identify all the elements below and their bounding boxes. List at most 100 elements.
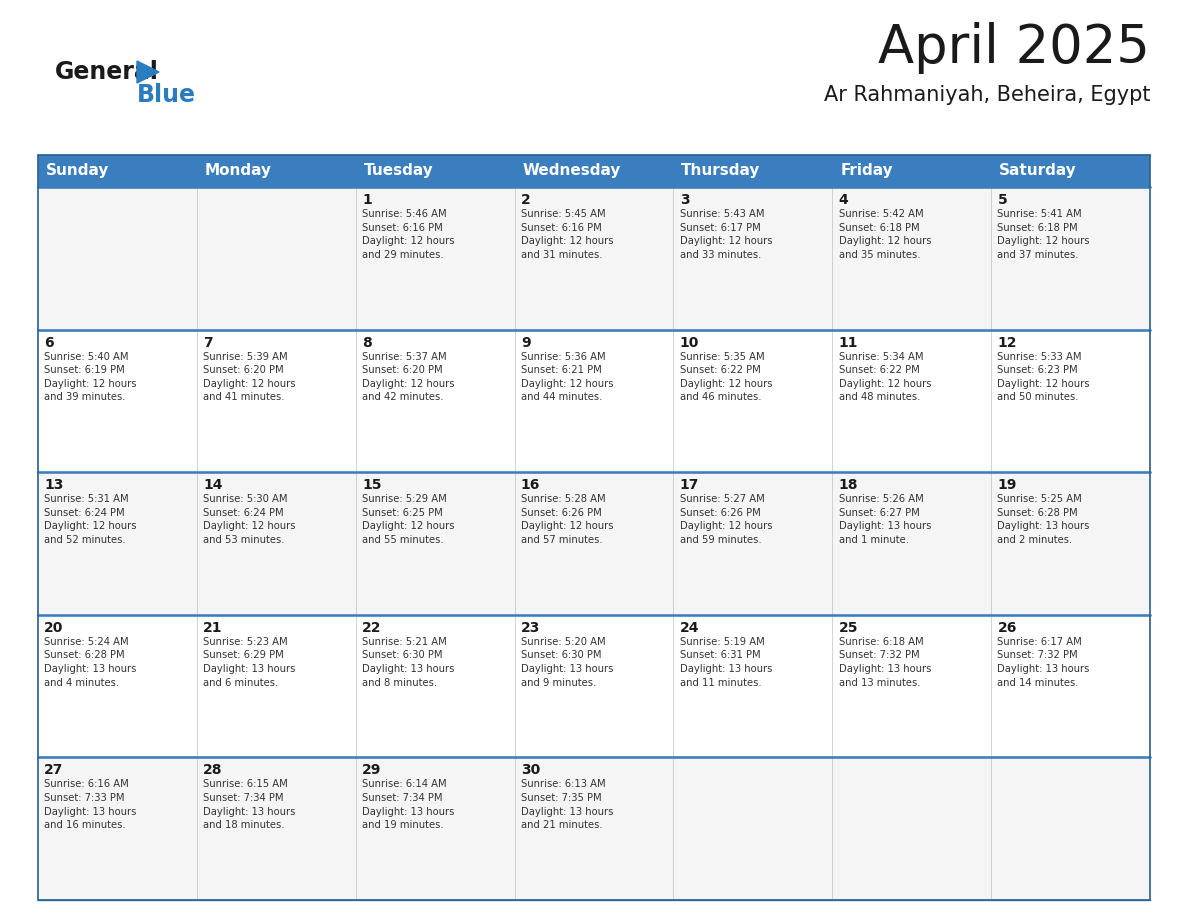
Text: 28: 28 [203,764,222,778]
Text: 8: 8 [362,336,372,350]
Text: Sunrise: 5:27 AM
Sunset: 6:26 PM
Daylight: 12 hours
and 59 minutes.: Sunrise: 5:27 AM Sunset: 6:26 PM Dayligh… [680,494,772,545]
Bar [674,330,833,472]
Text: 22: 22 [362,621,381,635]
Text: 13: 13 [44,478,64,492]
Bar [991,155,1150,187]
Text: Sunrise: 5:29 AM
Sunset: 6:25 PM
Daylight: 12 hours
and 55 minutes.: Sunrise: 5:29 AM Sunset: 6:25 PM Dayligh… [362,494,455,545]
Bar [833,757,991,900]
Text: Sunrise: 6:18 AM
Sunset: 7:32 PM
Daylight: 13 hours
and 13 minutes.: Sunrise: 6:18 AM Sunset: 7:32 PM Dayligh… [839,637,931,688]
Text: Sunrise: 5:46 AM
Sunset: 6:16 PM
Daylight: 12 hours
and 29 minutes.: Sunrise: 5:46 AM Sunset: 6:16 PM Dayligh… [362,209,455,260]
Text: Sunrise: 5:26 AM
Sunset: 6:27 PM
Daylight: 13 hours
and 1 minute.: Sunrise: 5:26 AM Sunset: 6:27 PM Dayligh… [839,494,931,545]
Text: Sunrise: 5:24 AM
Sunset: 6:28 PM
Daylight: 13 hours
and 4 minutes.: Sunrise: 5:24 AM Sunset: 6:28 PM Dayligh… [44,637,137,688]
Text: Sunrise: 5:30 AM
Sunset: 6:24 PM
Daylight: 12 hours
and 53 minutes.: Sunrise: 5:30 AM Sunset: 6:24 PM Dayligh… [203,494,296,545]
Bar [833,330,991,472]
Bar [38,472,197,615]
Text: 27: 27 [44,764,64,778]
Bar [38,330,197,472]
Text: Monday: Monday [204,163,272,178]
Text: Sunrise: 5:42 AM
Sunset: 6:18 PM
Daylight: 12 hours
and 35 minutes.: Sunrise: 5:42 AM Sunset: 6:18 PM Dayligh… [839,209,931,260]
Text: Sunrise: 6:16 AM
Sunset: 7:33 PM
Daylight: 13 hours
and 16 minutes.: Sunrise: 6:16 AM Sunset: 7:33 PM Dayligh… [44,779,137,830]
Bar [197,330,355,472]
Text: 10: 10 [680,336,700,350]
Bar [38,615,197,757]
Text: Friday: Friday [840,163,893,178]
Text: 17: 17 [680,478,700,492]
Text: Sunrise: 5:21 AM
Sunset: 6:30 PM
Daylight: 13 hours
and 8 minutes.: Sunrise: 5:21 AM Sunset: 6:30 PM Dayligh… [362,637,455,688]
Bar [38,757,197,900]
Text: Sunrise: 5:35 AM
Sunset: 6:22 PM
Daylight: 12 hours
and 46 minutes.: Sunrise: 5:35 AM Sunset: 6:22 PM Dayligh… [680,352,772,402]
Text: 30: 30 [520,764,541,778]
Bar [991,330,1150,472]
Polygon shape [137,61,159,83]
Bar [38,187,197,330]
Text: 25: 25 [839,621,858,635]
Text: April 2025: April 2025 [878,22,1150,74]
Text: Sunrise: 5:20 AM
Sunset: 6:30 PM
Daylight: 13 hours
and 9 minutes.: Sunrise: 5:20 AM Sunset: 6:30 PM Dayligh… [520,637,613,688]
Bar [674,472,833,615]
Text: Tuesday: Tuesday [364,163,434,178]
Bar [991,187,1150,330]
Bar [197,155,355,187]
Text: 24: 24 [680,621,700,635]
Bar [514,330,674,472]
Text: Sunrise: 6:17 AM
Sunset: 7:32 PM
Daylight: 13 hours
and 14 minutes.: Sunrise: 6:17 AM Sunset: 7:32 PM Dayligh… [998,637,1089,688]
Bar [674,155,833,187]
Text: Thursday: Thursday [682,163,760,178]
Text: 15: 15 [362,478,381,492]
Text: Sunrise: 5:45 AM
Sunset: 6:16 PM
Daylight: 12 hours
and 31 minutes.: Sunrise: 5:45 AM Sunset: 6:16 PM Dayligh… [520,209,613,260]
Text: Sunrise: 5:19 AM
Sunset: 6:31 PM
Daylight: 13 hours
and 11 minutes.: Sunrise: 5:19 AM Sunset: 6:31 PM Dayligh… [680,637,772,688]
Text: Sunrise: 5:40 AM
Sunset: 6:19 PM
Daylight: 12 hours
and 39 minutes.: Sunrise: 5:40 AM Sunset: 6:19 PM Dayligh… [44,352,137,402]
Text: 9: 9 [520,336,531,350]
Text: Ar Rahmaniyah, Beheira, Egypt: Ar Rahmaniyah, Beheira, Egypt [823,85,1150,105]
Text: Sunrise: 5:31 AM
Sunset: 6:24 PM
Daylight: 12 hours
and 52 minutes.: Sunrise: 5:31 AM Sunset: 6:24 PM Dayligh… [44,494,137,545]
Bar [674,757,833,900]
Text: Sunrise: 5:33 AM
Sunset: 6:23 PM
Daylight: 12 hours
and 50 minutes.: Sunrise: 5:33 AM Sunset: 6:23 PM Dayligh… [998,352,1091,402]
Bar [355,757,514,900]
Text: Sunrise: 5:34 AM
Sunset: 6:22 PM
Daylight: 12 hours
and 48 minutes.: Sunrise: 5:34 AM Sunset: 6:22 PM Dayligh… [839,352,931,402]
Bar [355,615,514,757]
Bar [514,615,674,757]
Text: 5: 5 [998,193,1007,207]
Text: 23: 23 [520,621,541,635]
Bar [833,472,991,615]
Bar [674,187,833,330]
Text: General: General [55,60,159,84]
Bar [197,187,355,330]
Bar [514,155,674,187]
Bar [991,472,1150,615]
Text: 29: 29 [362,764,381,778]
Text: Sunrise: 5:43 AM
Sunset: 6:17 PM
Daylight: 12 hours
and 33 minutes.: Sunrise: 5:43 AM Sunset: 6:17 PM Dayligh… [680,209,772,260]
Bar [833,615,991,757]
Text: 1: 1 [362,193,372,207]
Text: Sunrise: 5:41 AM
Sunset: 6:18 PM
Daylight: 12 hours
and 37 minutes.: Sunrise: 5:41 AM Sunset: 6:18 PM Dayligh… [998,209,1091,260]
Text: Sunrise: 5:37 AM
Sunset: 6:20 PM
Daylight: 12 hours
and 42 minutes.: Sunrise: 5:37 AM Sunset: 6:20 PM Dayligh… [362,352,455,402]
Bar [38,155,1150,900]
Bar [674,615,833,757]
Text: Sunrise: 5:28 AM
Sunset: 6:26 PM
Daylight: 12 hours
and 57 minutes.: Sunrise: 5:28 AM Sunset: 6:26 PM Dayligh… [520,494,613,545]
Bar [991,615,1150,757]
Bar [355,187,514,330]
Text: 12: 12 [998,336,1017,350]
Bar [355,155,514,187]
Text: 18: 18 [839,478,858,492]
Text: Sunrise: 5:39 AM
Sunset: 6:20 PM
Daylight: 12 hours
and 41 minutes.: Sunrise: 5:39 AM Sunset: 6:20 PM Dayligh… [203,352,296,402]
Text: Sunrise: 5:25 AM
Sunset: 6:28 PM
Daylight: 13 hours
and 2 minutes.: Sunrise: 5:25 AM Sunset: 6:28 PM Dayligh… [998,494,1089,545]
Bar [197,615,355,757]
Text: Sunrise: 5:23 AM
Sunset: 6:29 PM
Daylight: 13 hours
and 6 minutes.: Sunrise: 5:23 AM Sunset: 6:29 PM Dayligh… [203,637,296,688]
Bar [197,472,355,615]
Text: 7: 7 [203,336,213,350]
Text: Sunrise: 6:13 AM
Sunset: 7:35 PM
Daylight: 13 hours
and 21 minutes.: Sunrise: 6:13 AM Sunset: 7:35 PM Dayligh… [520,779,613,830]
Text: 4: 4 [839,193,848,207]
Bar [355,472,514,615]
Bar [514,472,674,615]
Text: Sunrise: 5:36 AM
Sunset: 6:21 PM
Daylight: 12 hours
and 44 minutes.: Sunrise: 5:36 AM Sunset: 6:21 PM Dayligh… [520,352,613,402]
Bar [991,757,1150,900]
Bar [514,757,674,900]
Text: Blue: Blue [137,83,196,107]
Text: Saturday: Saturday [999,163,1076,178]
Text: 2: 2 [520,193,531,207]
Bar [38,155,197,187]
Text: Sunrise: 6:15 AM
Sunset: 7:34 PM
Daylight: 13 hours
and 18 minutes.: Sunrise: 6:15 AM Sunset: 7:34 PM Dayligh… [203,779,296,830]
Text: 14: 14 [203,478,222,492]
Text: 16: 16 [520,478,541,492]
